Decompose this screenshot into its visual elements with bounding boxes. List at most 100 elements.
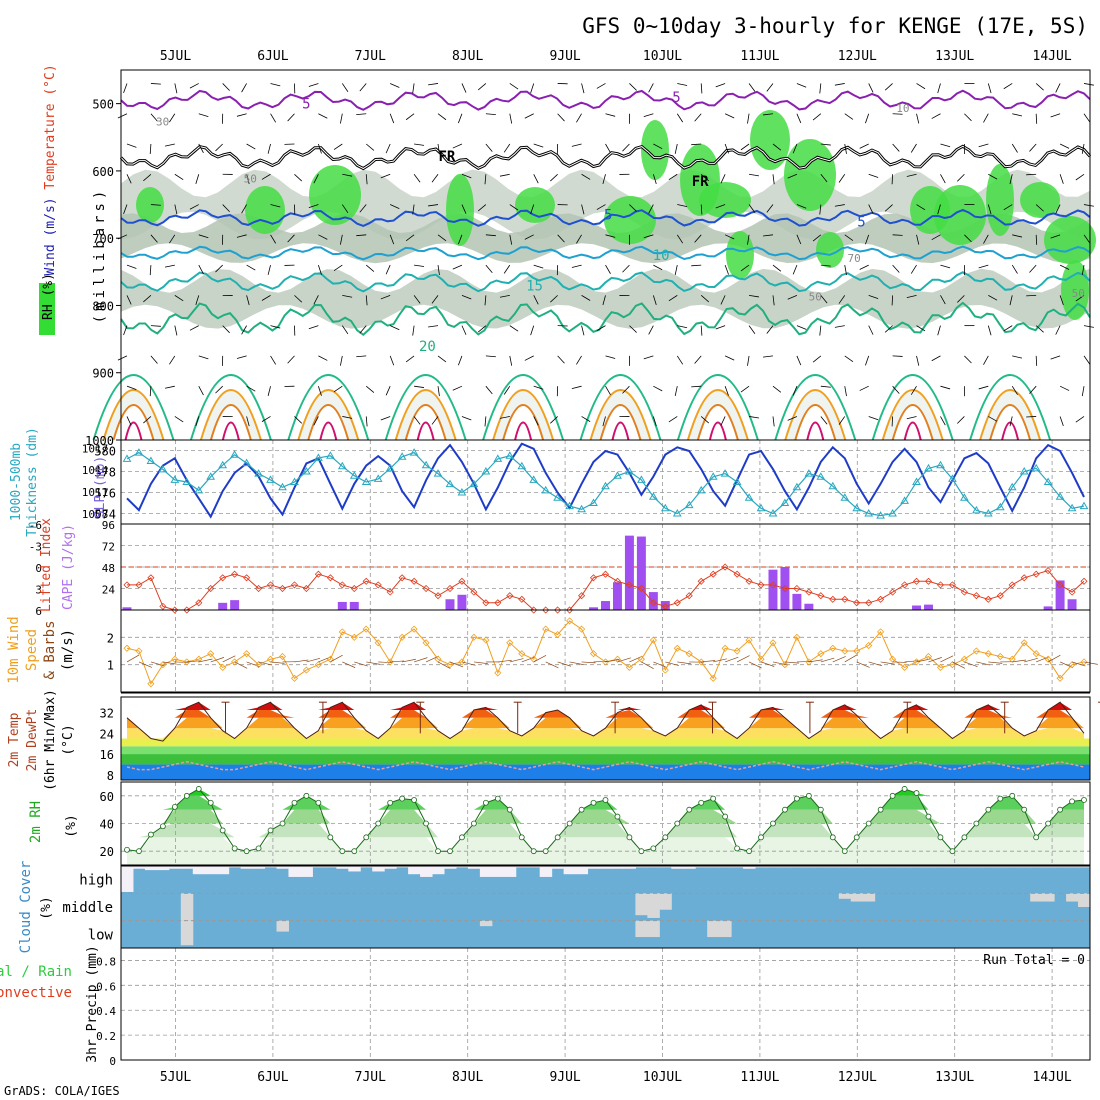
cloud-high-bar (539, 866, 553, 877)
wind-barb (766, 325, 774, 334)
wind-barb (691, 143, 702, 146)
wind-barb (484, 295, 487, 306)
wind-barb (452, 143, 463, 149)
y-tick-label: 0.4 (96, 1005, 116, 1018)
wind-barb (246, 174, 250, 185)
wind-speed-marker (470, 633, 478, 641)
wind-barb (677, 325, 688, 329)
cloud-high-bar (910, 866, 924, 868)
thickness-marker (361, 477, 371, 485)
contour-label: FR (438, 149, 455, 165)
cloud-high-bar (192, 866, 206, 875)
wind-barb (648, 204, 654, 214)
rh-fill-band (127, 823, 1084, 838)
wind-barb (937, 325, 941, 336)
rh-high-blob (726, 231, 754, 279)
wind-barb (452, 385, 463, 391)
wind-barb (333, 385, 343, 393)
wind-barb (270, 204, 281, 208)
wind-barb (270, 113, 277, 123)
wind-barb (602, 295, 606, 306)
y-tick-label: 0.6 (96, 980, 116, 993)
wind-barb (931, 113, 941, 119)
temp-contour-35 (319, 421, 338, 441)
temp-contour-35 (416, 421, 435, 441)
wind-speed-marker (422, 639, 430, 647)
contour-label: 20 (419, 339, 436, 355)
wind-barb (503, 385, 511, 395)
cloud-high-bar (683, 866, 696, 869)
wind-speed-marker (793, 633, 801, 641)
wind-barb (1012, 113, 1023, 117)
li-marker (290, 581, 299, 589)
rh-high-blob (699, 182, 751, 218)
wind-speed-marker (326, 655, 334, 663)
wind-barb (509, 204, 519, 211)
rh-marker (650, 845, 657, 852)
day-label-bottom: 11JUL (740, 1070, 779, 1085)
wind-barb (308, 325, 319, 330)
wind-barb (150, 355, 158, 364)
wind-barb (198, 355, 209, 360)
cape-bar (457, 594, 467, 610)
wind-barb (602, 174, 606, 185)
y-tick-label: 60 (100, 790, 114, 804)
day-label-top: 13JUL (935, 49, 974, 64)
wind-barb (385, 264, 391, 275)
li-marker (1056, 581, 1064, 589)
axis-label-group: Wind (m/s) Temperature (°C) (43, 64, 58, 275)
li-marker (123, 581, 131, 589)
wind-barb (318, 234, 328, 240)
axis-label: (°C) (61, 724, 76, 755)
wind-speed-marker (554, 631, 562, 639)
thickness-marker (385, 463, 395, 472)
wind-speed-marker (1020, 639, 1028, 647)
rh-marker (315, 799, 322, 806)
li-marker (362, 577, 370, 585)
wind-barb (653, 385, 663, 392)
axis-label: (6hr Min/Max) (43, 689, 58, 791)
wind-barb (674, 265, 678, 275)
axis-label-group: 3hr Precip (mm) (85, 945, 100, 1062)
cloud-high-bar (611, 866, 624, 869)
thickness-marker (637, 475, 646, 483)
wind-barb (978, 143, 989, 148)
wind-barb (341, 325, 349, 335)
thickness-marker (182, 477, 192, 485)
wind10-barb (665, 661, 679, 666)
rh-marker (375, 820, 382, 827)
cloud-high-bar (204, 866, 218, 875)
rh-marker (638, 848, 645, 855)
li-marker (805, 588, 813, 596)
thickness-marker (170, 475, 180, 483)
y-tick-label: 0 (35, 562, 42, 575)
wind-barb (581, 295, 591, 301)
wind-barb (318, 143, 322, 154)
wind-barb (413, 295, 421, 304)
wind-barb (891, 295, 894, 306)
cloud-high-bar (503, 866, 517, 877)
thickness-marker (1031, 463, 1041, 472)
wind-barb (318, 386, 322, 396)
rh-marker (734, 845, 740, 852)
temp-fill-band (127, 717, 1084, 729)
wind-barb (126, 385, 137, 390)
cloud-high-bar (132, 866, 146, 869)
li-marker (601, 570, 610, 578)
cloud-middle-bar (838, 893, 852, 899)
rh-marker (901, 786, 908, 792)
wind-barb (461, 294, 472, 300)
y-tick-label: 600 (92, 165, 114, 179)
wind-barb (643, 234, 654, 239)
wind-barb (405, 234, 415, 242)
thickness-marker (804, 469, 814, 477)
contour-label: 15 (526, 278, 543, 294)
li-marker (709, 570, 717, 578)
wind10-barb (390, 660, 405, 663)
li-marker (482, 599, 490, 607)
rh-marker (494, 795, 501, 802)
temp-contour-20 (92, 374, 175, 441)
y-tick-label-right: 1011 (82, 486, 109, 499)
y-tick-label: 8 (107, 769, 114, 783)
wind-barb (605, 355, 616, 359)
